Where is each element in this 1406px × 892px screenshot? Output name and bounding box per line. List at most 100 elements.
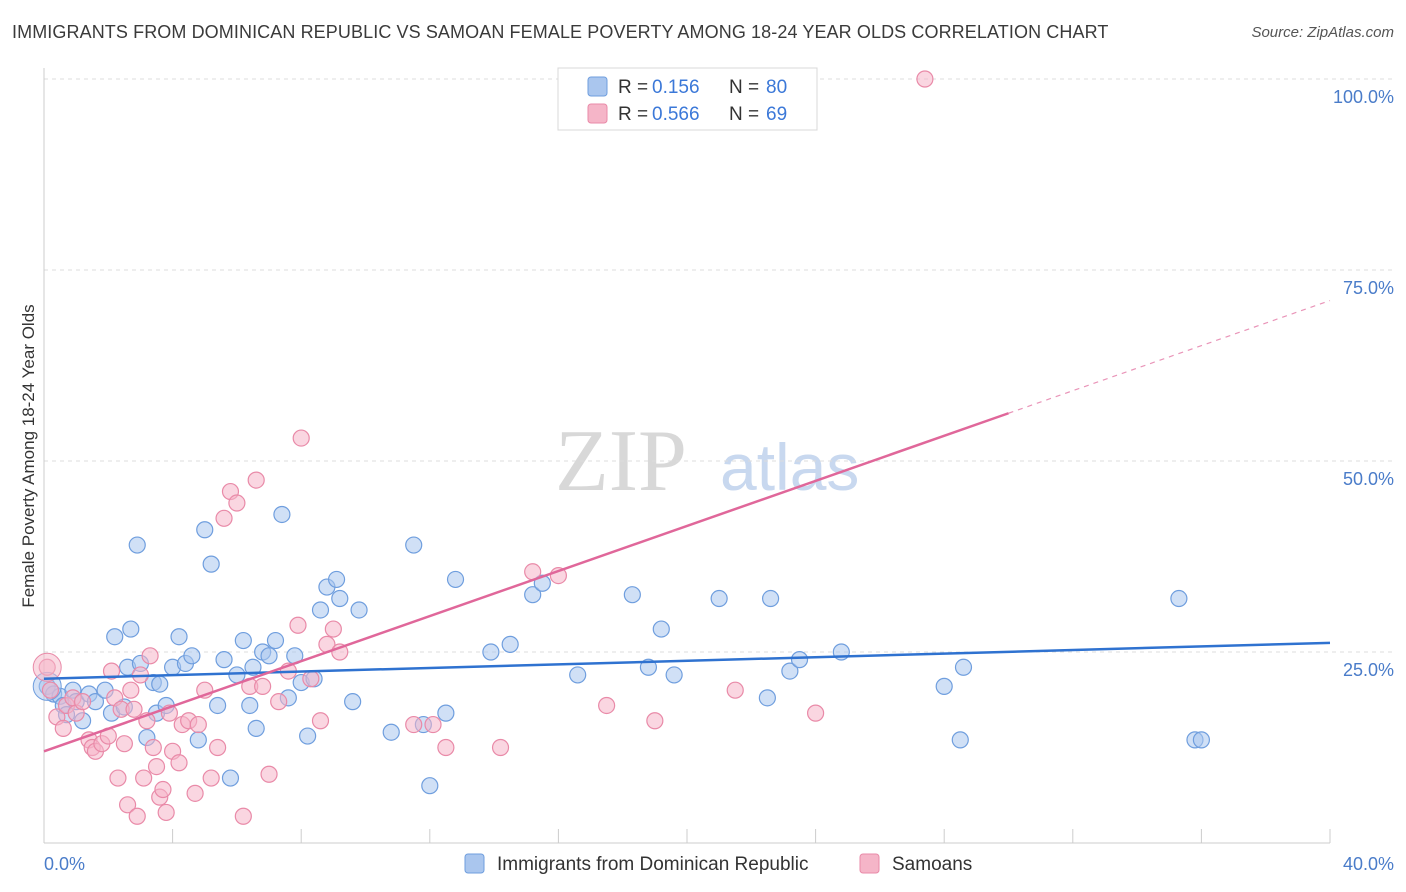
- dominican-point: [623, 586, 641, 604]
- samoan-point: [125, 700, 143, 718]
- samoan-cluster-point: [32, 652, 62, 682]
- samoan-point: [324, 620, 342, 638]
- samoan-point: [102, 662, 121, 680]
- legend-r-value-2: 0.566: [652, 104, 700, 125]
- dominican-point: [327, 570, 346, 589]
- dominican-point: [221, 769, 240, 787]
- samoan-point: [302, 670, 320, 688]
- samoan-point: [54, 719, 72, 738]
- samoan-point: [491, 738, 510, 757]
- samoan-point: [292, 429, 310, 447]
- bottom-legend-swatch-blue: [464, 853, 485, 874]
- dominican-point: [311, 601, 330, 619]
- bottom-legend-label-dominican: Immigrants from Dominican Republic: [497, 854, 809, 875]
- bottom-legend-label-samoans: Samoans: [892, 854, 972, 875]
- dominican-point: [106, 628, 124, 646]
- legend-r-label-1: R =: [618, 77, 648, 98]
- samoan-point: [260, 765, 278, 783]
- dominican-point: [128, 536, 146, 554]
- samoan-point: [128, 807, 146, 825]
- dominican-point: [331, 589, 349, 608]
- dominican-trend-line: [43, 641, 1331, 680]
- source-label: Source: ZipAtlas.com: [1251, 24, 1394, 41]
- samoan-point: [170, 754, 188, 772]
- legend-r-value-1: 0.156: [652, 77, 700, 98]
- dominican-point: [209, 696, 227, 715]
- dominican-point: [196, 521, 214, 539]
- samoan-point: [247, 471, 265, 489]
- dominican-point: [1192, 731, 1211, 749]
- y-tick-label: 25.0%: [1343, 660, 1394, 680]
- gridlines: [44, 78, 1394, 653]
- y-axis-label: Female Poverty Among 18-24 Year Olds: [19, 304, 38, 607]
- dominican-point: [122, 620, 140, 638]
- trend-lines: [43, 299, 1331, 753]
- samoan-point: [916, 70, 934, 88]
- samoan-point: [135, 769, 153, 787]
- samoan-point: [186, 784, 204, 802]
- chart-title: IMMIGRANTS FROM DOMINICAN REPUBLIC VS SA…: [12, 22, 1109, 42]
- dominican-point: [273, 505, 291, 524]
- samoan-point: [202, 769, 220, 787]
- dominican-point: [350, 601, 368, 619]
- samoan-point: [437, 738, 455, 757]
- legend-n-label-1: N =: [729, 77, 759, 98]
- samoan-point: [189, 715, 207, 734]
- samoan-point: [726, 681, 744, 699]
- y-tick-label: 75.0%: [1343, 278, 1394, 298]
- dominican-point: [151, 675, 169, 693]
- legend-n-value-2: 69: [766, 104, 787, 125]
- samoan-point: [115, 735, 133, 753]
- x-ticks: [43, 829, 1331, 843]
- samoan-trend-line: [43, 412, 1009, 753]
- bottom-legend-swatch-pink: [859, 853, 880, 874]
- dominican-point: [382, 723, 400, 741]
- dominican-point: [247, 719, 265, 738]
- dominican-point: [202, 555, 220, 573]
- samoan-point: [806, 704, 825, 722]
- dominican-point: [954, 658, 973, 676]
- x-tick-label-max: 40.0%: [1343, 854, 1394, 874]
- samoan-point: [144, 738, 162, 757]
- dominican-point: [758, 689, 776, 707]
- legend-r-label-2: R =: [618, 104, 648, 125]
- x-tick-label-min: 0.0%: [44, 854, 85, 874]
- legend: R = 0.156 N = 80 R = 0.566 N = 69: [557, 67, 818, 131]
- samoan-point: [41, 681, 60, 699]
- dominican-point: [183, 647, 201, 665]
- samoan-point: [122, 681, 140, 699]
- dominican-point: [189, 731, 207, 749]
- dominican-point: [501, 635, 519, 653]
- dominican-point: [665, 666, 683, 684]
- samoan-point: [118, 796, 137, 814]
- dominican-point: [652, 620, 670, 638]
- samoan-point: [157, 803, 175, 822]
- legend-swatch-pink: [587, 103, 608, 124]
- dominican-point: [482, 643, 500, 661]
- samoan-point: [215, 509, 233, 527]
- dominican-point: [234, 631, 252, 650]
- dominican-point: [170, 628, 188, 646]
- dominican-point: [790, 651, 809, 669]
- dominican-point: [569, 666, 587, 684]
- watermark: ZIP atlas: [555, 413, 859, 510]
- samoan-point: [424, 715, 442, 734]
- dominican-point: [344, 693, 362, 711]
- samoan-point: [154, 780, 172, 799]
- dominican-point: [421, 777, 439, 795]
- dominican-point: [761, 589, 780, 608]
- samoan-point: [311, 712, 330, 730]
- samoan-point: [228, 494, 246, 512]
- samoan-point: [109, 769, 127, 787]
- dominican-point: [710, 589, 728, 608]
- samoan-point: [289, 616, 307, 634]
- dominican-point: [299, 727, 317, 745]
- samoan-point: [147, 757, 166, 776]
- samoan-point: [141, 647, 159, 665]
- dominican-point: [524, 586, 542, 604]
- samoan-point: [646, 712, 664, 730]
- samoan-point: [405, 715, 423, 734]
- series-samoan-points: [32, 70, 934, 825]
- dominican-point: [781, 662, 799, 680]
